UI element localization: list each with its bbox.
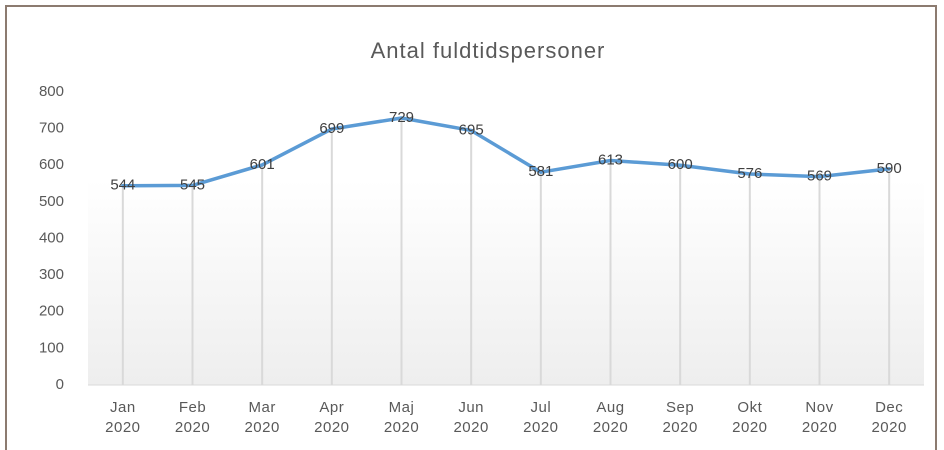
x-tick-label: Mar 2020 bbox=[240, 398, 284, 438]
x-tick-label: Apr 2020 bbox=[310, 398, 354, 438]
data-label: 590 bbox=[877, 160, 902, 177]
data-label: 576 bbox=[737, 165, 762, 182]
y-tick-label: 700 bbox=[39, 120, 64, 137]
data-label: 613 bbox=[598, 151, 623, 168]
y-tick-label: 400 bbox=[39, 229, 64, 246]
y-tick-label: 200 bbox=[39, 303, 64, 320]
y-tick-label: 300 bbox=[39, 266, 64, 283]
x-tick-label: Jan 2020 bbox=[101, 398, 145, 438]
x-tick-label: Aug 2020 bbox=[589, 398, 633, 438]
x-tick-label: Feb 2020 bbox=[171, 398, 215, 438]
data-label: 545 bbox=[180, 176, 205, 193]
x-tick-label: Maj 2020 bbox=[380, 398, 424, 438]
plot-background bbox=[88, 180, 924, 385]
data-label: 581 bbox=[528, 163, 553, 180]
x-tick-label: Jun 2020 bbox=[449, 398, 493, 438]
data-label: 601 bbox=[250, 156, 275, 173]
y-tick-label: 500 bbox=[39, 193, 64, 210]
y-tick-label: 100 bbox=[39, 339, 64, 356]
data-label: 699 bbox=[319, 120, 344, 137]
data-label: 569 bbox=[807, 168, 832, 185]
x-tick-label: Dec 2020 bbox=[867, 398, 911, 438]
x-tick-label: Okt 2020 bbox=[728, 398, 772, 438]
y-tick-label: 800 bbox=[39, 83, 64, 100]
data-label: 544 bbox=[110, 177, 135, 194]
x-tick-label: Jul 2020 bbox=[519, 398, 563, 438]
y-tick-label: 600 bbox=[39, 156, 64, 173]
chart-title: Antal fuldtidspersoner bbox=[371, 38, 606, 63]
data-label: 729 bbox=[389, 109, 414, 126]
x-tick-label: Sep 2020 bbox=[658, 398, 702, 438]
data-label: 600 bbox=[668, 156, 693, 173]
data-label: 695 bbox=[459, 121, 484, 138]
x-tick-label: Nov 2020 bbox=[798, 398, 842, 438]
y-tick-label: 0 bbox=[56, 376, 64, 393]
